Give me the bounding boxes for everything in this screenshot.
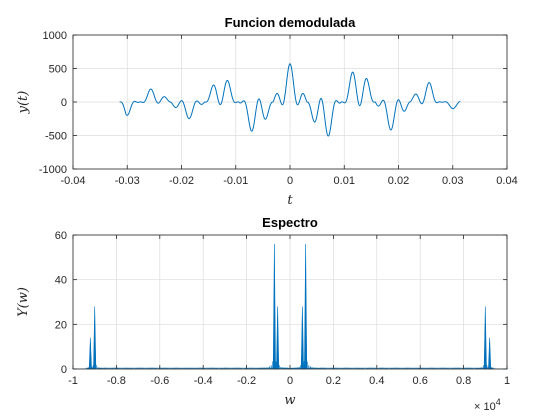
series-line-y-t	[119, 63, 461, 137]
grid-top	[72, 34, 508, 170]
x-tick-label: 0.2	[326, 375, 341, 387]
ticks-bottom: -1 -0.8 -0.6 -0.4 -0.2 0 0.2 0.4 0.6 0.8 1 0 20 40 60	[55, 230, 510, 387]
y-tick-label: 500	[49, 64, 67, 76]
x-tick-label: -0.8	[107, 375, 126, 387]
x-axis-multiplier-base: × 10	[474, 401, 496, 413]
x-tick-label: -0.6	[150, 375, 169, 387]
y-tick-label: 20	[55, 319, 67, 331]
x-tick-label: -1	[68, 375, 78, 387]
x-tick-label: 0.02	[388, 175, 409, 187]
x-tick-label: 0.01	[334, 175, 355, 187]
x-tick-label: -0.04	[60, 175, 85, 187]
x-tick-label: -0.01	[223, 175, 248, 187]
y-tick-label: 60	[55, 230, 67, 242]
x-axis-label-bottom: w	[284, 393, 295, 408]
spectrum-noise-floor	[86, 367, 494, 369]
x-tick-label: -0.2	[237, 375, 256, 387]
y-tick-label: 40	[55, 275, 67, 287]
y-tick-label: 0	[61, 97, 67, 109]
y-tick-label: -1000	[39, 164, 67, 176]
chart-title-top: Funcion demodulada	[225, 15, 356, 30]
y-tick-label: 0	[61, 364, 67, 376]
y-tick-label: 1000	[43, 30, 67, 42]
x-tick-label: -0.03	[115, 175, 140, 187]
chart-demodulated: -0.04 -0.03 -0.02 -0.01 0 0.01 0.02 0.03 0.04 -10…	[16, 15, 518, 208]
x-tick-label: 0.4	[369, 375, 384, 387]
x-tick-label: 0.03	[442, 175, 463, 187]
chart-title-bottom: Espectro	[262, 215, 318, 230]
x-tick-label: 0.8	[456, 375, 471, 387]
x-tick-label: 0	[287, 175, 293, 187]
x-axis-multiplier-exponent: 4	[496, 397, 501, 407]
ticks-top: -0.04 -0.03 -0.02 -0.01 0 0.01 0.02 0.03 0.04 -10…	[39, 30, 518, 187]
x-tick-label: 1	[504, 375, 510, 387]
x-axis-multiplier: × 104	[474, 397, 501, 413]
x-axis-label-top: t	[287, 193, 293, 208]
y-tick-label: -500	[45, 131, 67, 143]
y-axis-label-top: y(t)	[16, 91, 31, 115]
x-tick-label: -0.4	[194, 375, 213, 387]
x-tick-label: 0.04	[496, 175, 517, 187]
chart-spectrum: -1 -0.8 -0.6 -0.4 -0.2 0 0.2 0.4 0.6 0.8 10204060 …	[16, 215, 513, 413]
x-tick-label: -0.02	[169, 175, 194, 187]
y-axis-label-bottom: Y(w)	[16, 287, 31, 317]
x-tick-label: 0.6	[413, 375, 428, 387]
x-tick-label: 0	[287, 375, 293, 387]
